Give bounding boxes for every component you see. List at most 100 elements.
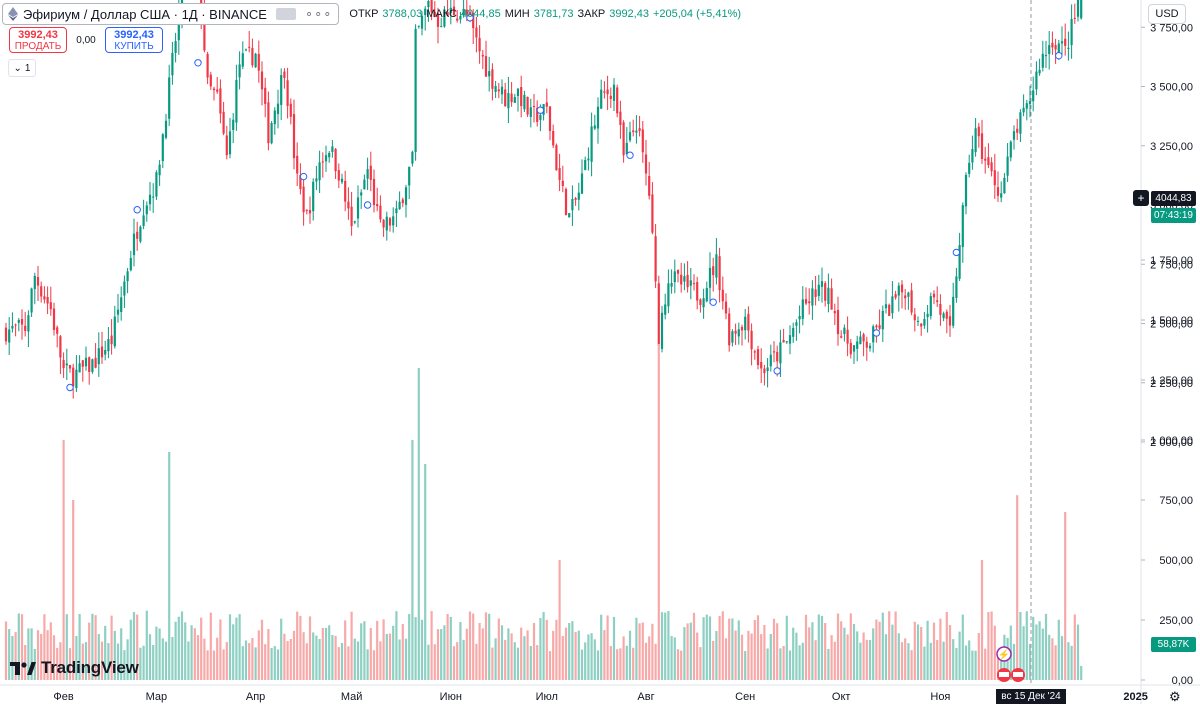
candle-body [494, 86, 497, 92]
candle-body [702, 298, 705, 308]
volume-bar [587, 634, 590, 680]
volume-bar [180, 611, 184, 680]
candle-body [475, 27, 478, 38]
candle-body [276, 103, 280, 115]
candle-body [731, 331, 734, 343]
add-alert-icon[interactable]: + [1133, 190, 1149, 206]
volume-bar [1032, 616, 1035, 680]
event-marker-icon [709, 298, 717, 306]
candle-body [987, 157, 990, 166]
candle-body [366, 169, 369, 179]
candle-body [107, 339, 110, 352]
volume-bar [305, 643, 308, 680]
candle-body [1016, 128, 1019, 133]
sell-button[interactable]: 3992,43 ПРОДАТЬ [9, 27, 67, 53]
volume-bar [689, 622, 692, 680]
candle-body [491, 69, 494, 89]
candle-body [977, 126, 980, 137]
candle-body [827, 287, 830, 305]
candle-body [942, 313, 945, 319]
candle-body [302, 186, 305, 213]
volume-bar [187, 641, 190, 680]
volume-bar [785, 615, 788, 680]
gear-icon[interactable]: ⚙ [1169, 689, 1181, 704]
buy-label: КУПИТЬ [114, 41, 154, 52]
volume-bar [468, 611, 472, 680]
candle-body [571, 198, 574, 211]
candle-body [971, 149, 974, 163]
volume-bar [177, 616, 180, 680]
price-tick-label: 2 250,00 [1150, 378, 1193, 390]
candle-body [833, 311, 836, 314]
volume-bar [404, 638, 408, 680]
candle-body [680, 274, 683, 285]
candle-body [472, 13, 475, 29]
volume-bar [545, 619, 548, 680]
compare-icon[interactable] [275, 8, 296, 20]
candle-body [520, 87, 523, 107]
volume-bar [913, 621, 916, 680]
candle-body [507, 93, 510, 109]
volume-bar [513, 642, 516, 680]
volume-bar [843, 627, 846, 680]
volume-bar [657, 344, 660, 680]
event-marker-icon [133, 206, 141, 214]
volume-bar [555, 619, 558, 680]
volume-bar [542, 612, 545, 680]
candle-body [939, 303, 942, 315]
indicators-toggle[interactable]: ⌄ 1 [8, 59, 36, 77]
candle-body [529, 107, 532, 117]
event-marker-icon [299, 172, 308, 181]
time-tick-label: Июл [536, 691, 558, 703]
volume-bar [664, 612, 667, 680]
candle-body [811, 288, 814, 306]
candle-body [779, 342, 782, 364]
volume-bar [395, 611, 398, 680]
symbol-selector[interactable]: Эфириум / Доллар США · 1Д · BINANCE ∘∘∘ [2, 3, 340, 25]
volume-bar [126, 639, 129, 680]
candle-body [955, 276, 958, 298]
tradingview-logo[interactable]: TradingView [10, 658, 139, 678]
candle-body [788, 335, 792, 344]
volume-bar [27, 628, 30, 680]
candle-body [436, 13, 440, 27]
open-label: ОТКР [349, 8, 379, 20]
volume-bar [491, 647, 494, 680]
volume-bar [644, 642, 648, 680]
candle-body [689, 280, 692, 286]
buy-price: 3992,43 [114, 29, 154, 41]
candle-body [110, 335, 113, 345]
candle-body [465, 9, 468, 15]
candle-body [392, 216, 395, 226]
candle-body [257, 53, 260, 71]
volume-bar [193, 628, 196, 680]
candle-body [1051, 42, 1054, 48]
price-tick-label: 0,00 [1172, 675, 1193, 687]
volume-bar [568, 622, 571, 680]
candle-body [996, 187, 1000, 196]
buy-button[interactable]: 3992,43 КУПИТЬ [105, 27, 163, 53]
chart-legend: Эфириум / Доллар США · 1Д · BINANCE ∘∘∘ … [2, 3, 741, 25]
volume-bar [248, 643, 251, 680]
volume-bar [766, 648, 769, 680]
volume-bar [347, 646, 350, 680]
candle-body [452, 6, 456, 16]
volume-bar [958, 631, 961, 680]
candle-body [724, 301, 728, 314]
volume-bar [68, 648, 72, 680]
volume-bar [536, 645, 539, 680]
currency-selector[interactable]: USD [1148, 4, 1186, 24]
ellipsis-icon[interactable]: ∘∘∘ [304, 6, 333, 21]
candle-body [763, 368, 766, 374]
candle-body [116, 309, 120, 315]
volume-bar [868, 639, 872, 680]
candle-body [1019, 112, 1022, 134]
volume-bar [440, 629, 443, 680]
candle-body [696, 282, 699, 301]
volume-bar [772, 618, 776, 680]
candle-body [433, 12, 436, 16]
event-marker-icon [363, 201, 372, 209]
volume-bar [446, 613, 449, 680]
candle-body [753, 351, 756, 353]
